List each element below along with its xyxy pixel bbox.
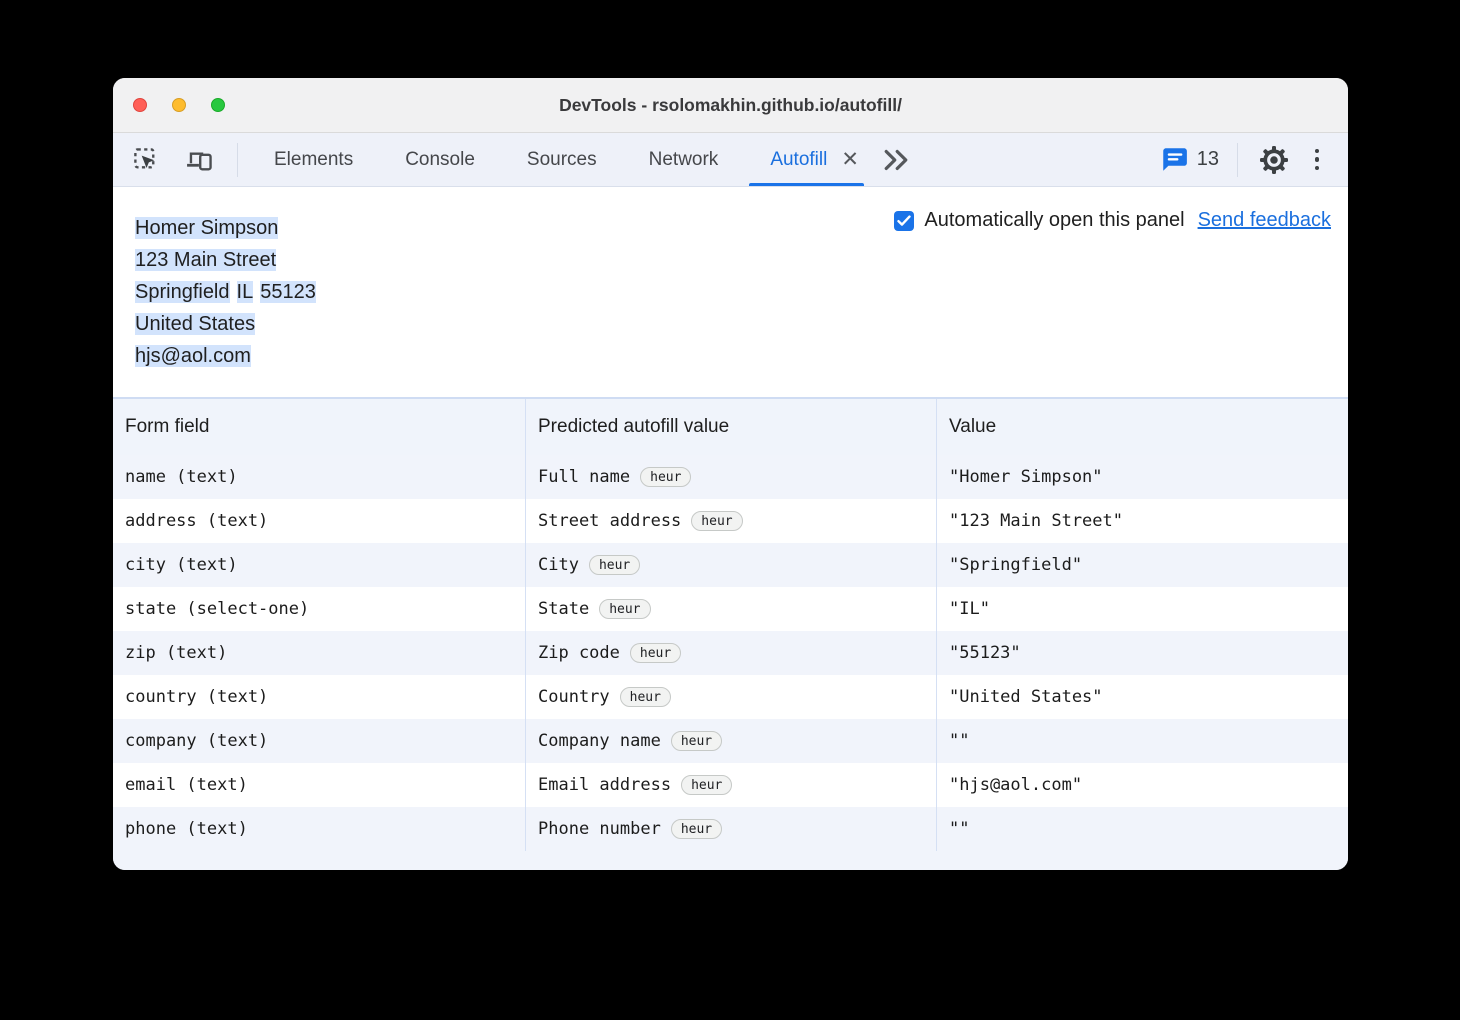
toolbar-separator xyxy=(237,142,238,177)
heuristic-badge: heur xyxy=(691,511,743,531)
console-messages-indicator[interactable]: 13 xyxy=(1161,147,1219,172)
kebab-menu-icon[interactable] xyxy=(1292,142,1328,178)
devtools-toolbar: Elements Console Sources Network Autofil… xyxy=(113,133,1348,187)
heuristic-badge: heur xyxy=(619,687,671,707)
inspect-element-icon[interactable] xyxy=(129,143,163,177)
column-header-form-field: Form field xyxy=(125,416,210,437)
table-row[interactable]: name (text) Full name heur "Homer Simpson… xyxy=(113,455,1348,499)
heuristic-badge: heur xyxy=(588,555,641,575)
toolbar-right-icons: 13 xyxy=(1161,133,1348,186)
heuristic-badge: heur xyxy=(681,775,733,795)
table-row[interactable]: phone (text) Phone number heur "" xyxy=(113,807,1348,851)
autofill-table: Form field Predicted autofill value Valu… xyxy=(113,397,1348,870)
address-line: hjs@aol.com xyxy=(135,345,251,367)
auto-open-label: Automatically open this panel xyxy=(924,209,1185,231)
panel-tabs: Elements Console Sources Network Autofil… xyxy=(248,133,923,186)
table-row[interactable]: zip (text) Zip code heur "55123" xyxy=(113,631,1348,675)
devtools-window: DevTools - rsolomakhin.github.io/autofil… xyxy=(113,78,1348,870)
heuristic-badge: heur xyxy=(670,731,723,751)
address-line: 123 Main Street xyxy=(135,249,277,271)
more-tabs-icon[interactable] xyxy=(869,133,923,186)
autofill-panel-header: Homer Simpson 123 Main Street Springfiel… xyxy=(113,187,1348,397)
send-feedback-link[interactable]: Send feedback xyxy=(1197,209,1331,231)
auto-open-checkbox[interactable] xyxy=(894,210,915,231)
chat-bubble-icon xyxy=(1163,148,1187,171)
device-toolbar-icon[interactable] xyxy=(183,143,217,177)
toolbar-left-icons xyxy=(113,133,248,186)
detected-address-block: Homer Simpson 123 Main Street Springfiel… xyxy=(135,212,316,372)
settings-gear-icon[interactable] xyxy=(1256,142,1292,178)
address-line: Springfield IL 55123 xyxy=(135,281,316,303)
table-row[interactable]: country (text) Country heur "United State… xyxy=(113,675,1348,719)
heuristic-badge: heur xyxy=(629,643,682,663)
table-row[interactable]: address (text) Street address heur "123 M… xyxy=(113,499,1348,543)
address-line: Homer Simpson xyxy=(135,217,279,239)
table-row[interactable]: city (text) City heur "Springfield" xyxy=(113,543,1348,587)
panel-controls: Automatically open this panel Send feedb… xyxy=(894,209,1331,232)
tab-network[interactable]: Network xyxy=(648,148,719,170)
message-count: 13 xyxy=(1196,148,1219,170)
checkmark-icon xyxy=(897,214,912,226)
zoom-window-button[interactable] xyxy=(211,98,225,112)
tab-elements[interactable]: Elements xyxy=(274,148,354,170)
address-line: United States xyxy=(135,313,256,335)
traffic-lights xyxy=(133,78,225,132)
column-header-value: Value xyxy=(936,399,1348,455)
tab-autofill[interactable]: Autofill ✕ xyxy=(744,133,869,186)
table-row[interactable]: company (text) Company name heur "" xyxy=(113,719,1348,763)
heuristic-badge: heur xyxy=(599,599,651,619)
toolbar-separator xyxy=(1237,142,1238,177)
table-row[interactable]: state (select-one) State heur "IL" xyxy=(113,587,1348,631)
tab-sources[interactable]: Sources xyxy=(526,148,597,170)
heuristic-badge: heur xyxy=(670,819,723,839)
window-title: DevTools - rsolomakhin.github.io/autofil… xyxy=(559,94,902,115)
minimize-window-button[interactable] xyxy=(172,98,186,112)
heuristic-badge: heur xyxy=(640,467,692,487)
column-header-predicted: Predicted autofill value xyxy=(525,399,936,455)
titlebar: DevTools - rsolomakhin.github.io/autofil… xyxy=(113,78,1348,133)
table-header: Form field Predicted autofill value Valu… xyxy=(113,399,1348,455)
close-window-button[interactable] xyxy=(133,98,147,112)
tab-console[interactable]: Console xyxy=(405,148,475,170)
close-tab-icon[interactable]: ✕ xyxy=(841,148,859,171)
table-row[interactable]: email (text) Email address heur "hjs@aol.… xyxy=(113,763,1348,807)
